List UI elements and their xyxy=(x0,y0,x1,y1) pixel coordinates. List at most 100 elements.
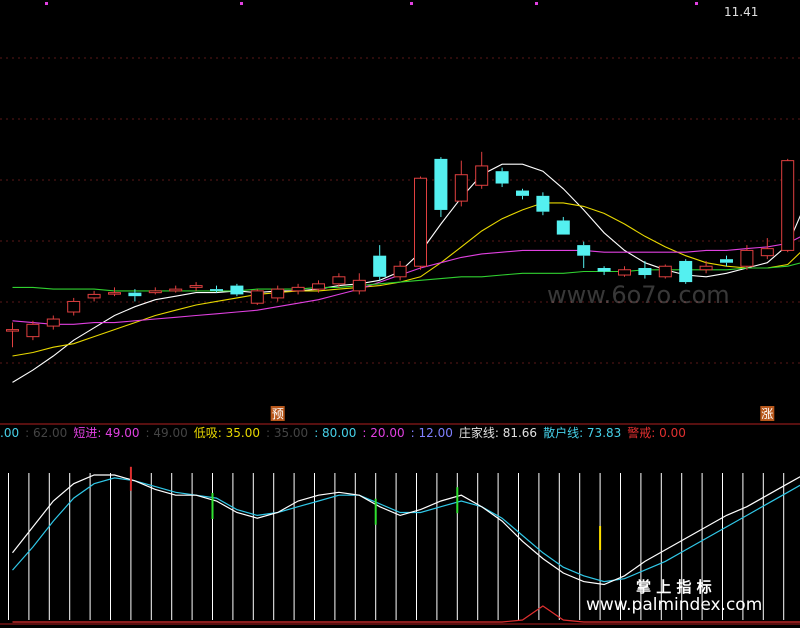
candle-6 xyxy=(128,289,142,302)
top-dot-1 xyxy=(240,2,243,5)
candle-20 xyxy=(414,176,427,270)
candle-body xyxy=(516,190,529,196)
candle-body xyxy=(454,174,468,202)
candle-37 xyxy=(760,238,774,260)
candle-33 xyxy=(679,259,693,284)
candle-body xyxy=(26,323,40,338)
candle-body xyxy=(679,260,693,283)
top-marker-dots xyxy=(45,2,698,5)
watermark-site-url: www.palmindex.com xyxy=(586,595,762,615)
candle-body xyxy=(699,265,713,271)
marker-zhang: 涨 xyxy=(760,406,775,421)
candle-body xyxy=(536,195,550,212)
indicator-label-3: : 49.00 xyxy=(146,426,188,440)
candle-2 xyxy=(46,315,60,330)
marker-text: 预 xyxy=(272,407,284,421)
indicator-label-10: 散户线: 73.83 xyxy=(543,425,621,440)
candle-28 xyxy=(577,241,591,268)
candle-19 xyxy=(393,260,407,281)
candle-12 xyxy=(250,289,264,305)
candle-body xyxy=(210,289,223,291)
ma-line-ma20 xyxy=(12,236,800,325)
candle-body xyxy=(87,293,101,299)
candle-body xyxy=(189,285,203,288)
candle-body xyxy=(108,292,121,295)
candle-body xyxy=(169,288,183,292)
candle-8 xyxy=(169,285,183,293)
candle-29 xyxy=(597,266,611,276)
watermark-faint: www.6o7o.com xyxy=(547,281,730,309)
candle-27 xyxy=(556,216,570,235)
candle-body xyxy=(618,269,631,276)
candle-9 xyxy=(189,282,203,291)
moving-average-lines xyxy=(12,163,800,383)
candle-body xyxy=(352,279,366,292)
candle-body xyxy=(271,288,285,299)
candle-body xyxy=(128,292,142,297)
price-label: 11.41 xyxy=(724,5,758,19)
marker-text: 涨 xyxy=(761,406,773,421)
indicator-label-5: : 35.00 xyxy=(266,426,308,440)
price-grid xyxy=(0,57,800,364)
top-dot-2 xyxy=(410,2,413,5)
candle-25 xyxy=(516,188,529,200)
indicator-label-row: .00 : 62.00 短进: 49.00 : 49.00 低吸: 35.00 : 35.… xyxy=(0,425,686,440)
indicator-label-6: : 80.00 xyxy=(314,426,356,440)
candle-body xyxy=(46,318,60,327)
candle-body xyxy=(393,265,407,278)
candle-5 xyxy=(108,287,121,297)
top-dot-4 xyxy=(695,2,698,5)
candle-body xyxy=(720,259,733,263)
marker-box xyxy=(760,406,775,421)
candle-15 xyxy=(312,280,325,293)
candle-31 xyxy=(638,260,652,279)
marker-box xyxy=(270,406,285,421)
indicator-label-0: .00 xyxy=(0,426,19,440)
indicator-label-9: 庄家线: 81.66 xyxy=(459,425,537,440)
candle-24 xyxy=(495,167,509,188)
candle-30 xyxy=(618,266,631,277)
candle-0 xyxy=(6,322,19,348)
candle-36 xyxy=(740,245,754,270)
indicator-label-7: : 20.00 xyxy=(362,426,404,440)
candlesticks xyxy=(6,151,795,348)
candle-38 xyxy=(781,158,795,253)
watermark-site-cn: 掌 上 指 标 xyxy=(636,578,712,596)
candle-body xyxy=(577,245,591,256)
candle-body xyxy=(556,220,570,235)
indicator-label-4: 低吸: 35.00 xyxy=(194,426,260,440)
candle-body xyxy=(250,290,264,304)
candle-35 xyxy=(720,255,733,267)
marker-yu: 预 xyxy=(270,406,285,421)
candle-7 xyxy=(148,287,162,295)
indicator-signals xyxy=(129,466,602,550)
candle-body xyxy=(760,248,774,257)
candle-body xyxy=(781,160,795,251)
candle-10 xyxy=(210,285,223,293)
candle-body xyxy=(740,249,754,267)
signal-markers: 预涨 xyxy=(270,406,775,421)
candle-14 xyxy=(291,283,305,295)
candle-17 xyxy=(352,273,366,295)
candle-body xyxy=(67,300,81,313)
top-dot-0 xyxy=(45,2,48,5)
candle-body xyxy=(434,158,448,210)
candle-16 xyxy=(332,273,346,288)
candle-body xyxy=(373,255,387,277)
indicator-label-1: : 62.00 xyxy=(25,426,67,440)
candle-3 xyxy=(67,297,81,316)
candle-11 xyxy=(230,283,244,297)
candle-1 xyxy=(26,320,40,341)
candle-body xyxy=(475,165,489,186)
alert-line xyxy=(12,605,800,623)
candle-body xyxy=(312,283,325,290)
candle-body xyxy=(291,286,305,292)
candle-body xyxy=(6,329,19,332)
top-dot-3 xyxy=(535,2,538,5)
candle-26 xyxy=(536,192,550,216)
candle-4 xyxy=(87,290,101,302)
indicator-label-2: 短进: 49.00 xyxy=(73,426,139,440)
candle-18 xyxy=(373,245,387,281)
candle-body xyxy=(495,171,509,184)
candle-body xyxy=(230,285,244,295)
